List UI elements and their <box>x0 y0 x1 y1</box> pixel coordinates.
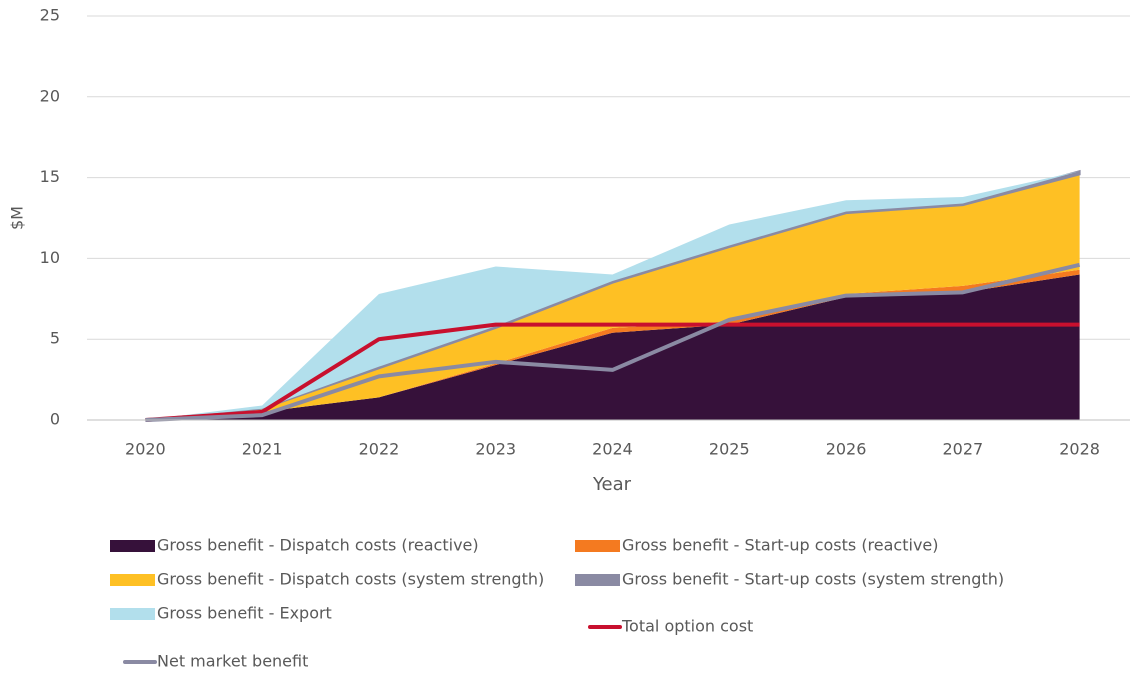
legend-label: Gross benefit - Dispatch costs (reactive… <box>157 536 479 555</box>
y-axis-label: $M <box>8 206 27 230</box>
legend-label: Total option cost <box>621 617 753 636</box>
line <box>145 322 1080 422</box>
legend-label: Gross benefit - Export <box>157 604 332 623</box>
x-tick-label: 2026 <box>826 440 867 459</box>
area <box>145 274 1080 420</box>
x-tick-label: 2027 <box>942 440 983 459</box>
y-tick-label: 20 <box>40 86 60 105</box>
y-tick-label: 5 <box>50 329 60 348</box>
area <box>145 174 1080 420</box>
x-tick-label: 2024 <box>592 440 633 459</box>
legend-label: Net market benefit <box>157 652 308 671</box>
y-tick-label: 25 <box>40 6 60 25</box>
x-tick-label: 2022 <box>359 440 400 459</box>
legend-label: Gross benefit - Start-up costs (reactive… <box>622 536 939 555</box>
area <box>145 171 1080 420</box>
legend-swatch <box>110 540 155 552</box>
legend-swatch <box>110 574 155 586</box>
x-tick-label: 2028 <box>1059 440 1100 459</box>
area <box>145 269 1080 420</box>
y-tick-label: 10 <box>40 248 60 267</box>
x-tick-label: 2020 <box>125 440 166 459</box>
legend-label: Gross benefit - Start-up costs (system s… <box>622 570 1004 589</box>
x-tick-label: 2023 <box>475 440 516 459</box>
line <box>145 262 1081 422</box>
legend-label: Gross benefit - Dispatch costs (system s… <box>157 570 544 589</box>
x-tick-label: 2025 <box>709 440 750 459</box>
y-tick-label: 0 <box>50 410 60 429</box>
legend-swatch <box>575 574 620 586</box>
y-tick-label: 15 <box>40 167 60 186</box>
legend-swatch <box>575 540 620 552</box>
x-axis-label: Year <box>592 474 632 495</box>
legend-swatch <box>110 608 155 620</box>
x-tick-label: 2021 <box>242 440 283 459</box>
